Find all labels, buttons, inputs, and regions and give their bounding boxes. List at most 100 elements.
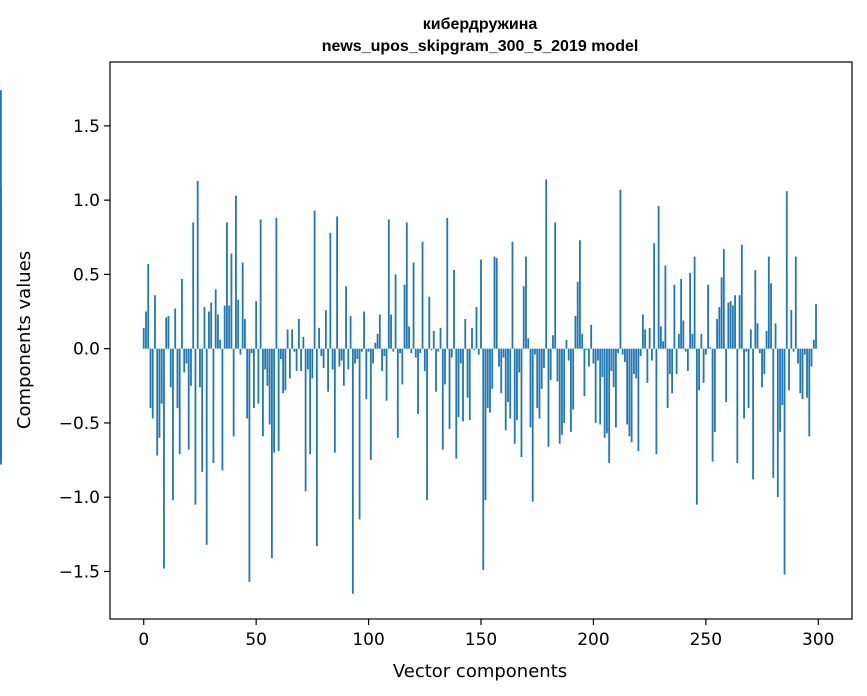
bar-56 — [268, 348, 271, 425]
bar-113 — [396, 348, 399, 438]
bar-251 — [707, 284, 709, 349]
x-tick-label: 150 — [465, 630, 497, 650]
bar-108 — [385, 348, 388, 401]
bar-199 — [590, 324, 593, 349]
bar-39 — [230, 253, 233, 349]
x-tick-label: 250 — [690, 630, 722, 650]
bar-276 — [763, 348, 766, 374]
bar-87 — [338, 348, 341, 367]
bar-244 — [691, 333, 694, 349]
bar-193 — [576, 281, 579, 349]
bar-undefined — [0, 348, 2, 464]
bar-20 — [187, 348, 190, 450]
bar-156 — [493, 256, 496, 349]
bar-142 — [462, 348, 464, 422]
bar-228 — [655, 348, 658, 455]
bar-222 — [641, 314, 644, 349]
bar-129 — [432, 330, 435, 349]
bar-285 — [783, 348, 786, 575]
bar-96 — [358, 348, 361, 520]
bar-188 — [565, 339, 568, 349]
bar-100 — [367, 348, 370, 352]
bar-104 — [376, 333, 379, 349]
bar-264 — [736, 348, 739, 464]
x-tick-label: 0 — [138, 630, 149, 650]
bar-119 — [410, 348, 413, 354]
bar-107 — [383, 348, 386, 357]
bar-293 — [801, 348, 804, 400]
bar-284 — [781, 348, 784, 406]
bar-76 — [313, 210, 316, 349]
bar-153 — [486, 348, 489, 409]
y-tick-label: 0.0 — [73, 340, 100, 360]
bar-59 — [275, 217, 278, 349]
bar-97 — [360, 348, 363, 352]
bar-21 — [190, 348, 192, 386]
bar-220 — [637, 348, 640, 452]
bar-133 — [441, 348, 444, 450]
bar-174 — [534, 348, 536, 355]
bar-92 — [349, 315, 352, 349]
bar-291 — [797, 348, 799, 364]
bar-171 — [527, 338, 530, 349]
bar-274 — [758, 348, 761, 354]
x-tick-label: 300 — [802, 630, 834, 650]
bar-237 — [675, 348, 678, 374]
bar-118 — [408, 326, 410, 349]
bar-151 — [482, 348, 485, 570]
bar-164 — [511, 241, 514, 349]
bar-8 — [160, 348, 163, 404]
bar-32 — [214, 289, 217, 349]
bar-162 — [507, 348, 509, 403]
bar-144 — [466, 348, 469, 398]
bar-55 — [266, 348, 269, 386]
bar-136 — [448, 348, 451, 429]
bar-234 — [668, 348, 671, 374]
bar-298 — [812, 339, 815, 349]
y-tick-label: 1.0 — [73, 191, 100, 211]
bar-122 — [417, 348, 419, 415]
bar-177 — [540, 348, 543, 389]
bar-166 — [516, 348, 518, 420]
bar-90 — [345, 286, 347, 349]
bar-242 — [686, 348, 689, 371]
bar-180 — [547, 348, 550, 447]
bar-212 — [619, 189, 622, 349]
bar-141 — [459, 348, 462, 364]
bar-260 — [727, 302, 730, 349]
bar-288 — [790, 310, 793, 349]
y-tick-label: 1.5 — [73, 117, 100, 137]
bar-50 — [255, 301, 258, 349]
bar-19 — [185, 348, 188, 364]
bar-203 — [599, 348, 602, 425]
bar-12 — [169, 348, 172, 388]
bar-172 — [529, 348, 532, 428]
bar-46 — [246, 348, 249, 419]
bar-267 — [743, 348, 745, 419]
bar-160 — [502, 348, 505, 358]
bar-252 — [709, 347, 712, 349]
bar-11 — [167, 315, 170, 349]
bar-289 — [792, 348, 795, 352]
bar-7 — [158, 348, 161, 438]
bar-195 — [581, 333, 584, 349]
bar-176 — [538, 348, 541, 419]
bar-72 — [304, 348, 307, 492]
bar-186 — [561, 348, 563, 435]
bar-47 — [248, 348, 251, 582]
bar-43 — [239, 348, 242, 355]
bar-79 — [320, 348, 323, 357]
bar-143 — [464, 318, 467, 349]
bar-101 — [369, 348, 372, 461]
bar-37 — [226, 222, 228, 349]
bar-147 — [473, 348, 476, 351]
chart-title: кибердружина — [423, 16, 538, 33]
bar-167 — [518, 348, 521, 373]
bar-175 — [536, 348, 539, 409]
bar-4 — [151, 348, 154, 419]
chart-subtitle: news_upos_skipgram_300_5_2019 model — [322, 38, 639, 55]
y-tick-label: −0.5 — [59, 414, 100, 434]
bar-48 — [250, 348, 253, 354]
bar-182 — [552, 335, 554, 349]
bar-36 — [223, 305, 226, 349]
